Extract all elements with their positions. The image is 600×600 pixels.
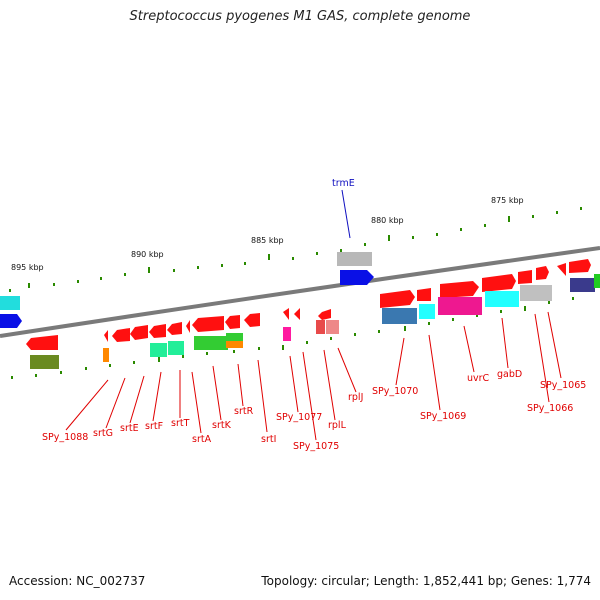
scale-ticks [9,207,582,379]
gene-label-SPy_1075: SPy_1075 [293,441,339,452]
gene-arrow [440,281,479,298]
accession-text: Accession: NC_002737 [9,574,146,588]
gene-arrow [244,313,260,327]
gene-arrow [518,270,532,284]
gene-block [0,296,20,310]
gene-block [382,308,417,324]
gene-arrow [294,308,300,320]
gene-block [283,327,291,341]
gene-arrow [557,263,566,276]
gene-label-trmE: trmE [332,178,355,189]
gene-block [438,297,482,315]
gene-block [594,274,600,288]
gene-label-SPy_1088: SPy_1088 [42,432,88,443]
gene-label-srtA: srtA [192,434,212,445]
gene-arrow [482,274,516,292]
scale-label-880: 880 kbp [371,216,404,225]
scale-label-885: 885 kbp [251,236,284,245]
gene-label-SPy_1069: SPy_1069 [420,411,466,422]
gene-label-rplL: rplL [328,420,347,431]
gene-arrow [417,288,431,301]
gene-block [168,341,184,355]
label-leader-trmE [341,189,351,239]
genome-backbone [0,246,600,338]
gene-label-SPy_1070: SPy_1070 [372,386,418,397]
gene-label-srtK: srtK [212,420,232,431]
map-title: Streptococcus pyogenes M1 GAS, complete … [129,9,471,24]
gene-arrow [318,309,331,320]
gene-block [30,355,59,369]
gene-arrow [340,270,374,285]
label-leader-lines [65,311,562,441]
scale-label-890: 890 kbp [131,250,164,259]
gene-arrow [283,308,289,320]
gene-label-srtF: srtF [145,421,163,432]
gene-arrow [380,290,415,308]
forward-genes [0,252,600,328]
gene-arrow [149,324,166,338]
gene-label-SPy_1077: SPy_1077 [276,412,322,423]
gene-label-srtI: srtI [261,434,276,445]
genome-summary-text: Topology: circular; Length: 1,852,441 bp… [261,574,591,588]
gene-arrow [536,266,549,280]
gene-arrow [186,320,190,333]
gene-block [326,320,339,334]
gene-block [337,252,372,266]
gene-label-srtR: srtR [234,406,254,417]
gene-label-SPy_1065: SPy_1065 [540,380,586,391]
gene-arrow [0,314,22,328]
gene-block [103,348,109,362]
gene-arrow [167,322,182,335]
gene-arrow [130,325,148,340]
reverse-genes [26,285,552,369]
gene-arrow [225,315,240,329]
gene-arrow [104,330,108,342]
gene-block [570,278,595,292]
gene-label-gabD: gabD [497,369,522,380]
gene-block [316,320,325,334]
gene-block [520,285,552,301]
gene-label-srtE: srtE [120,423,139,434]
gene-block [150,343,167,357]
scale-label-895: 895 kbp [11,263,44,272]
scale-label-875: 875 kbp [491,196,524,205]
gene-arrow [26,335,58,350]
gene-label-srtT: srtT [171,418,190,429]
gene-label-SPy_1066: SPy_1066 [527,403,573,414]
gene-label-srtG: srtG [93,428,113,439]
gene-block [194,336,228,350]
gene-label-uvrC: uvrC [467,373,490,384]
gene-block [226,341,243,348]
gene-arrow [192,316,224,332]
gene-block [419,304,435,319]
gene-label-rplJ: rplJ [348,392,363,403]
gene-arrow [569,259,591,273]
gene-arrow [112,328,130,342]
gene-block [226,333,243,341]
gene-block [485,291,519,307]
